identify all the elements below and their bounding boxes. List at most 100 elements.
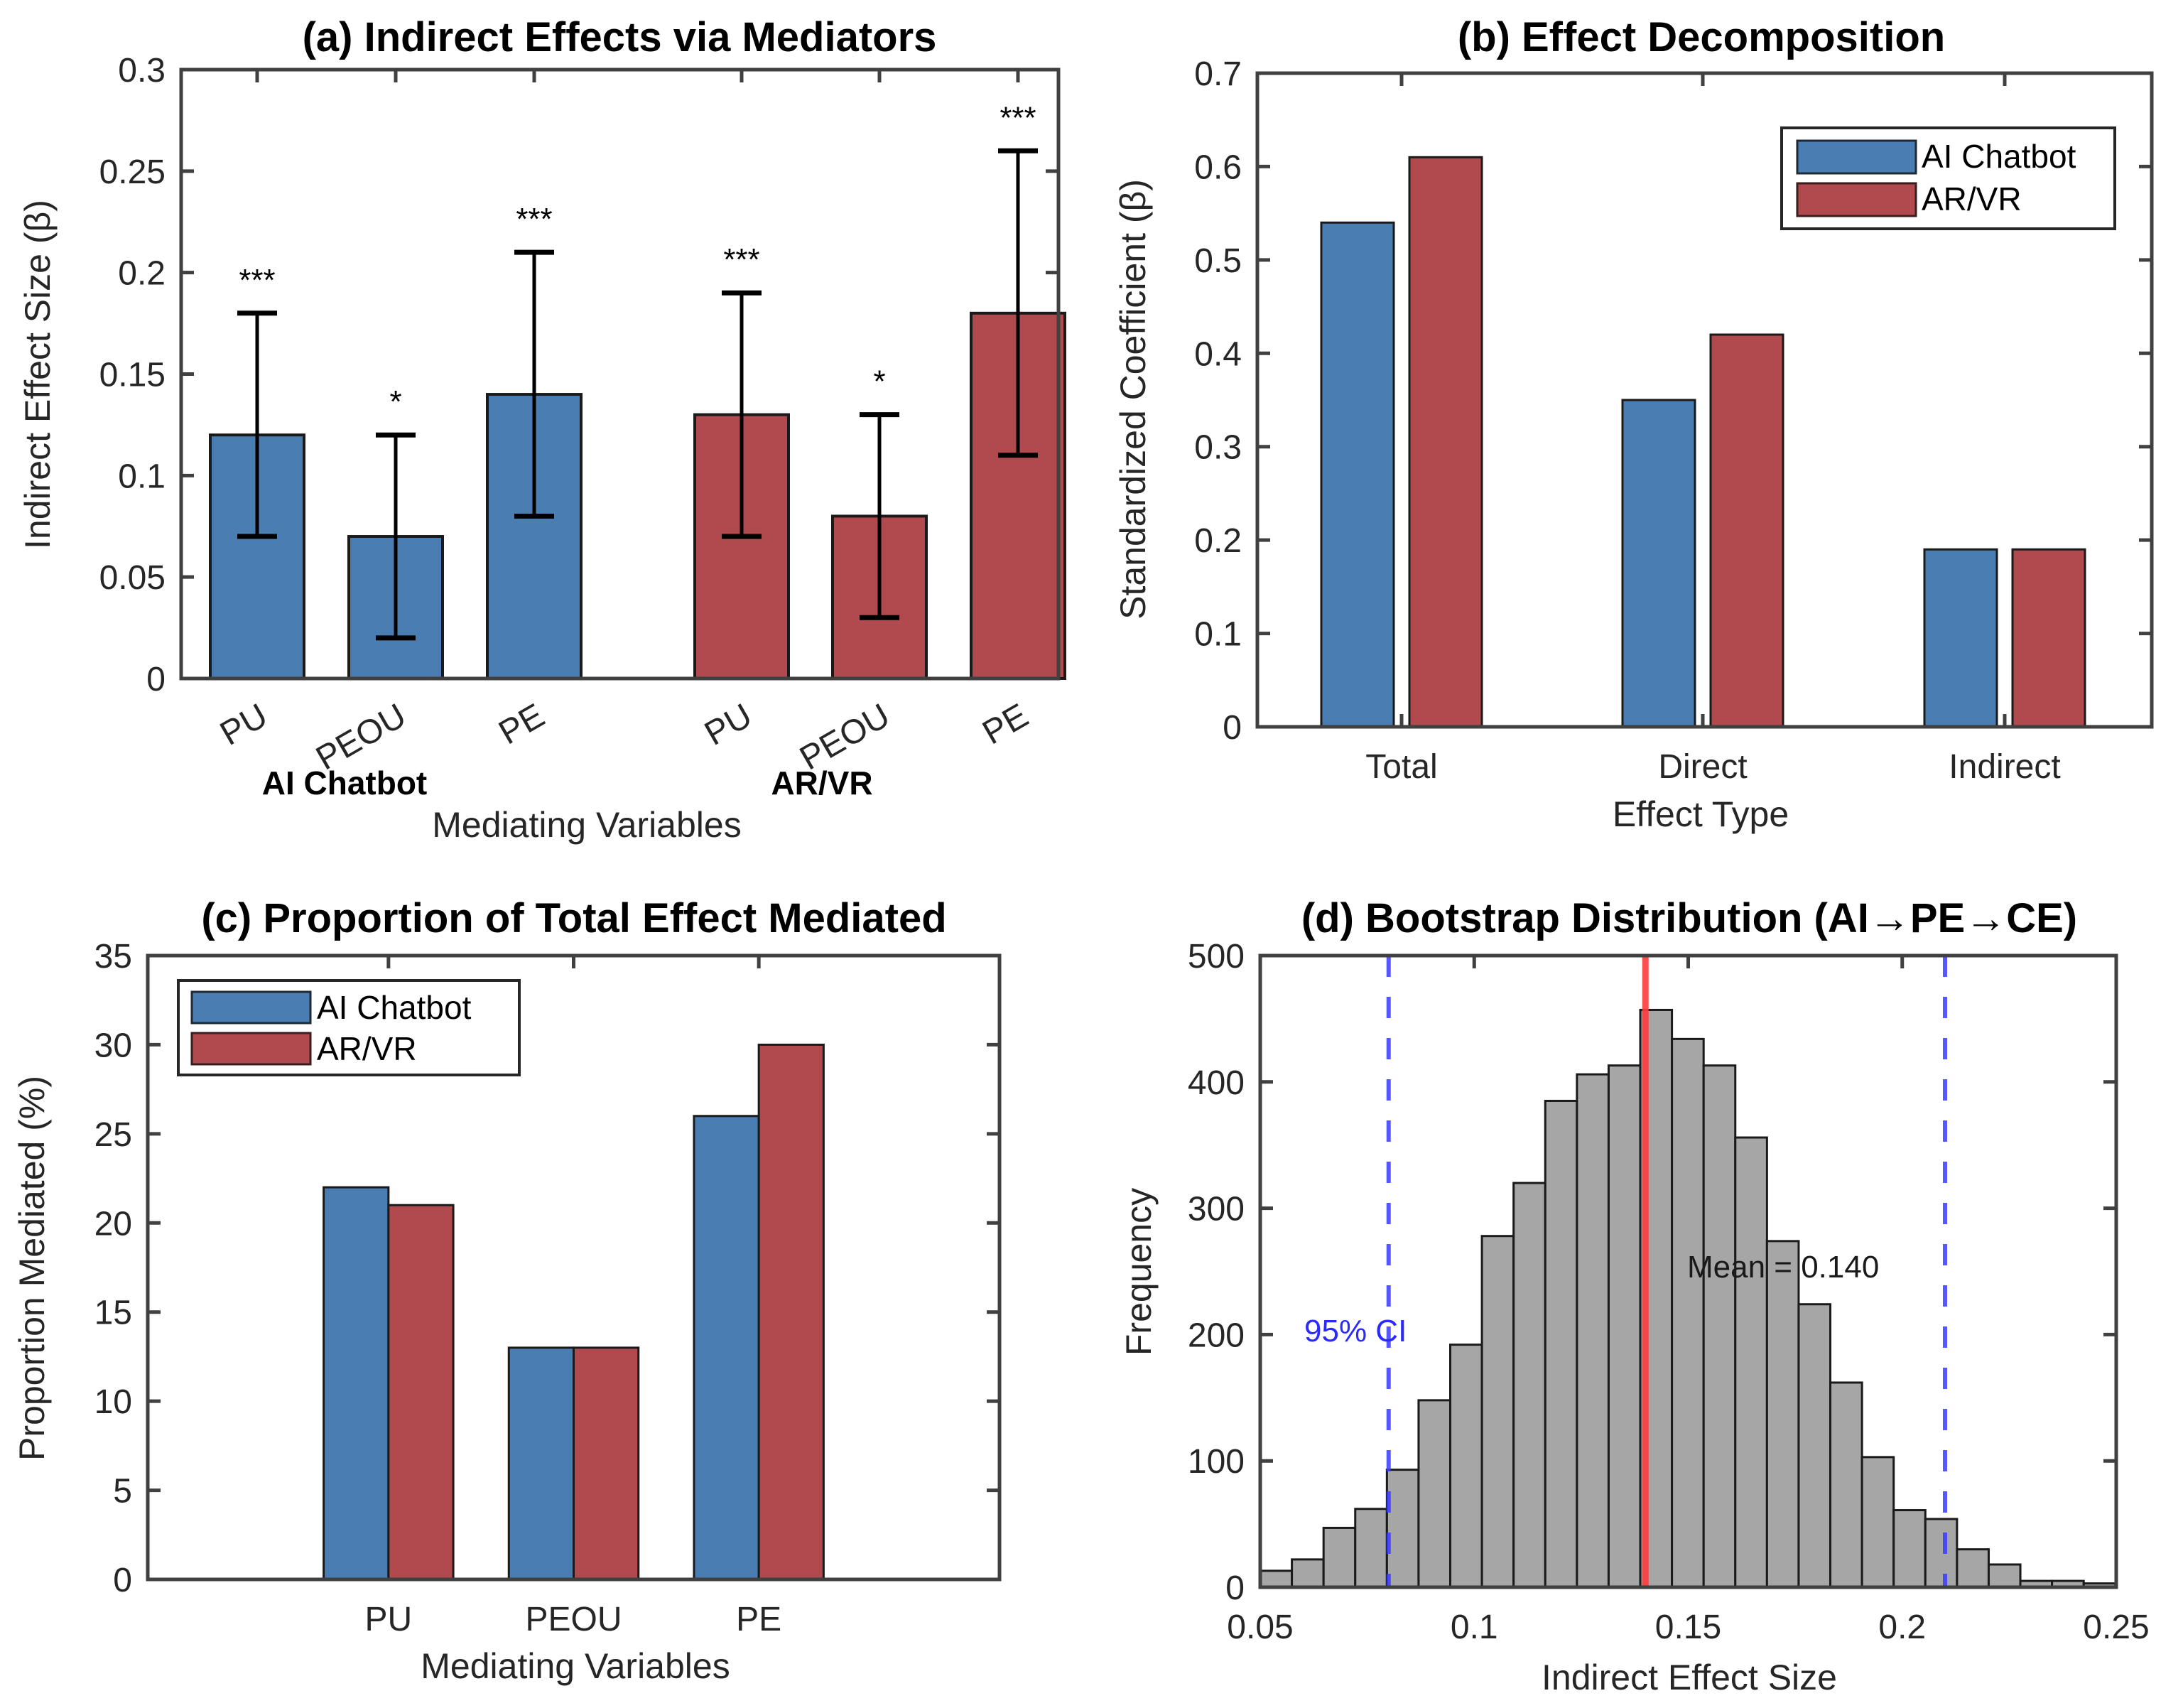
- panel-d-histogram-bin: [1417, 1399, 1452, 1589]
- panel-b-legend-label-ai-chatbot: AI Chatbot: [1922, 138, 2076, 175]
- panel-a-ytick-label: 0.15: [99, 357, 166, 394]
- panel-a-title: (a) Indirect Effects via Mediators: [303, 14, 937, 60]
- panel-b-legend-swatch-ar-vr: [1796, 182, 1917, 217]
- panel-b-ytick-label: 0.2: [1194, 522, 1242, 560]
- panel-c-xtick-label: PU: [365, 1601, 413, 1638]
- panel-c-ytick-label: 10: [94, 1383, 132, 1421]
- panel-c-legend-label-ai-chatbot: AI Chatbot: [317, 989, 472, 1026]
- panel-d-histogram-bin: [1860, 1456, 1895, 1589]
- panel-a-ytick-label: 0.25: [99, 153, 166, 191]
- panel-c-bar-ar_vr-pu: [387, 1204, 455, 1581]
- panel-c-ytick-label: 25: [94, 1116, 132, 1154]
- panel-b-bar-ar_vr-direct: [1709, 333, 1784, 728]
- panel-d-bootstrap-distribution: (d) Bootstrap Distribution (AI→PE→CE) Fr…: [1119, 895, 2150, 1697]
- panel-d-axes-frame: [1258, 953, 2118, 1589]
- panel-c-ytick-label: 5: [113, 1473, 132, 1510]
- panel-d-xtick-label: 0.15: [1655, 1609, 1721, 1646]
- panel-d-histogram-bin: [1576, 1073, 1610, 1589]
- panel-a-significance-label: ***: [239, 263, 275, 298]
- panel-b-bar-ai_chatbot-indirect: [1923, 548, 1998, 728]
- panel-d-xtick-label: 0.2: [1878, 1609, 1926, 1646]
- panel-b-ytick-label: 0: [1223, 709, 1242, 747]
- panel-b-legend-swatch-ai-chatbot: [1796, 139, 1917, 175]
- panel-c-axes-frame: [146, 953, 1002, 1582]
- panel-c-proportion-mediated: (c) Proportion of Total Effect Mediated …: [12, 895, 1002, 1686]
- panel-b-xlabel: Effect Type: [1613, 794, 1789, 834]
- panel-b-xtick-label: Direct: [1658, 748, 1747, 786]
- panel-b-legend-label-ar-vr: AR/VR: [1922, 180, 2022, 217]
- panel-c-xtick-label: PEOU: [525, 1601, 622, 1638]
- panel-b-bar-ar_vr-indirect: [2011, 548, 2086, 728]
- panel-d-xtick-label: 0.25: [2083, 1609, 2149, 1646]
- panel-b-ytick-label: 0.7: [1194, 55, 1242, 93]
- panel-d-ytick-label: 200: [1188, 1317, 1245, 1354]
- panel-d-histogram-bin: [1892, 1509, 1927, 1589]
- panel-a-indirect-effects: (a) Indirect Effects via Mediators Indir…: [18, 14, 1066, 845]
- panel-a-ylabel: Indirect Effect Size (β): [18, 200, 58, 549]
- panel-a-significance-label: ***: [516, 202, 552, 237]
- panel-d-xlabel: Indirect Effect Size: [1542, 1658, 1837, 1697]
- panel-d-histogram-bin: [1702, 1064, 1737, 1589]
- panel-c-title: (c) Proportion of Total Effect Mediated: [201, 895, 946, 941]
- panel-c-legend-label-ar-vr: AR/VR: [317, 1030, 417, 1067]
- panel-d-xtick-label: 0.1: [1451, 1609, 1498, 1646]
- panel-d-ytick-label: 500: [1188, 938, 1245, 975]
- panel-c-bar-ar_vr-pe: [757, 1043, 825, 1581]
- panel-b-xtick-label: Indirect: [1949, 748, 2060, 786]
- panel-d-ytick-label: 100: [1188, 1443, 1245, 1481]
- panel-b-bar-ar_vr-total: [1408, 156, 1483, 728]
- panel-a-significance-label: *: [873, 364, 885, 399]
- panel-c-bar-ai_chatbot-pe: [693, 1115, 760, 1581]
- panel-a-ytick-label: 0: [146, 661, 166, 698]
- panel-d-histogram-bin: [1259, 1569, 1294, 1589]
- panel-d-histogram-bin: [1987, 1563, 2022, 1589]
- panel-a-xlabel: Mediating Variables: [432, 805, 741, 845]
- panel-d-histogram-bin: [1797, 1303, 1832, 1589]
- panel-c-bar-ai_chatbot-peou: [507, 1346, 575, 1581]
- panel-d-ylabel: Frequency: [1119, 1188, 1159, 1356]
- panel-c-legend: AI Chatbot AR/VR: [177, 979, 521, 1076]
- panel-d-ytick-label: 300: [1188, 1191, 1245, 1228]
- panel-d-title: (d) Bootstrap Distribution (AI→PE→CE): [1301, 895, 2077, 941]
- panel-d-histogram-bin: [1322, 1526, 1357, 1589]
- panel-d-histogram-bin: [1385, 1469, 1420, 1589]
- panel-d-ytick-label: 400: [1188, 1064, 1245, 1102]
- panel-b-axes-frame: [1255, 71, 2154, 729]
- panel-a-ytick-label: 0.2: [118, 255, 166, 293]
- panel-b-ytick-label: 0.6: [1194, 148, 1242, 186]
- panel-c-ylabel: Proportion Mediated (%): [12, 1076, 52, 1461]
- panel-b-ytick-label: 0.4: [1194, 335, 1242, 373]
- panel-c-legend-swatch-ai-chatbot: [190, 990, 312, 1025]
- panel-a-ytick-label: 0.3: [118, 52, 166, 90]
- panel-b-ytick-label: 0.5: [1194, 242, 1242, 280]
- panel-a-group-label-ar-vr: AR/VR: [771, 764, 872, 801]
- panel-d-ytick-label: 0: [1225, 1569, 1245, 1607]
- panel-b-title: (b) Effect Decomposition: [1458, 14, 1945, 60]
- panel-a-group-label-ai-chatbot: AI Chatbot: [262, 764, 428, 801]
- panel-d-mean-label: Mean = 0.140: [1687, 1250, 1879, 1285]
- panel-c-bar-ar_vr-peou: [573, 1346, 640, 1581]
- panel-c-ytick-label: 30: [94, 1027, 132, 1064]
- panel-c-ytick-label: 15: [94, 1294, 132, 1332]
- panel-c-ytick-label: 35: [94, 938, 132, 975]
- panel-d-histogram-bin: [1354, 1508, 1388, 1589]
- panel-d-ci-label: 95% CI: [1304, 1314, 1407, 1348]
- panel-b-ytick-label: 0.3: [1194, 429, 1242, 467]
- panel-d-histogram-bin: [1765, 1240, 1800, 1589]
- panel-d-xtick-label: 0.05: [1227, 1609, 1293, 1646]
- panel-d-histogram-bin: [1480, 1235, 1515, 1589]
- panel-d-histogram-bin: [1449, 1344, 1483, 1589]
- panel-d-histogram-bin: [1671, 1037, 1705, 1589]
- panel-a-bar-ai_chatbot-pe: [486, 393, 583, 680]
- panel-a-significance-label: *: [389, 384, 401, 419]
- panel-d-histogram-bin: [1734, 1136, 1768, 1589]
- panel-b-xtick-label: Total: [1365, 748, 1437, 786]
- panel-a-axes-frame: [179, 67, 1061, 681]
- panel-c-ytick-label: 0: [113, 1562, 132, 1599]
- panel-b-ytick-label: 0.1: [1194, 616, 1242, 654]
- panel-c-legend-swatch-ar-vr: [190, 1032, 312, 1066]
- panel-d-histogram-bin: [1291, 1558, 1325, 1589]
- panel-b-effect-decomposition: (b) Effect Decomposition Standardized Co…: [1113, 14, 2154, 834]
- panel-b-bar-ai_chatbot-direct: [1621, 399, 1696, 728]
